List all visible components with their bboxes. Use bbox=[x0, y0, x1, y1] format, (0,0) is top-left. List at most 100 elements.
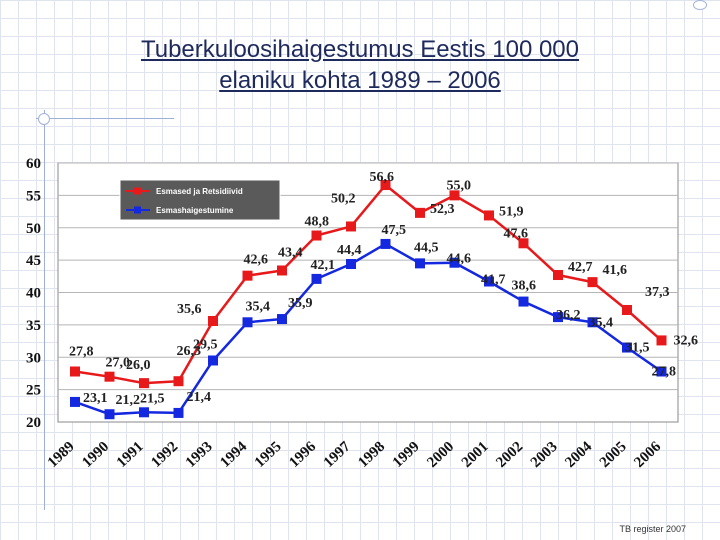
x-tick-label-1996: 1996 bbox=[286, 438, 319, 471]
data-label-red-1997: 50,2 bbox=[331, 191, 356, 206]
data-point-blue-1992 bbox=[173, 407, 184, 418]
data-point-red-1995 bbox=[277, 265, 287, 276]
data-label-blue-1991: 21,5 bbox=[140, 391, 165, 406]
x-tick-label-2001: 2001 bbox=[459, 439, 492, 471]
data-point-blue-2003 bbox=[553, 312, 563, 323]
data-point-red-1996 bbox=[311, 230, 322, 241]
title-line-1: Tuberkuloosihaigestumus Eestis 100 000 bbox=[140, 36, 580, 63]
data-label-red-1996: 48,8 bbox=[305, 215, 330, 230]
data-point-red-2004 bbox=[587, 277, 598, 288]
data-point-blue-2000 bbox=[449, 257, 460, 268]
data-point-blue-1997 bbox=[346, 259, 356, 270]
data-point-red-1997 bbox=[346, 221, 356, 232]
title-line-2: elaniku kohta 1989 – 2006 bbox=[219, 67, 501, 94]
y-tick-label-50: 50 bbox=[26, 221, 41, 237]
data-point-blue-1993 bbox=[208, 355, 218, 366]
y-tick-label-35: 35 bbox=[26, 318, 41, 334]
data-label-blue-2001: 41,7 bbox=[481, 272, 506, 287]
data-label-red-2000: 55,0 bbox=[447, 178, 472, 193]
data-label-blue-2000: 44,6 bbox=[447, 252, 472, 267]
x-tick-label-1989: 1989 bbox=[45, 439, 78, 471]
x-tick-label-1995: 1995 bbox=[252, 439, 285, 471]
data-point-blue-2006 bbox=[656, 366, 667, 377]
x-tick-label-1991: 1991 bbox=[114, 439, 147, 471]
legend-marker-red bbox=[134, 187, 141, 195]
x-tick-label-1993: 1993 bbox=[183, 439, 216, 471]
data-label-red-2004: 41,6 bbox=[603, 263, 628, 278]
y-tick-label-60: 60 bbox=[26, 156, 41, 172]
data-label-blue-2006: 27,8 bbox=[652, 364, 677, 379]
data-point-red-2005 bbox=[622, 304, 632, 315]
decorative-circle-icon bbox=[38, 113, 50, 125]
decorative-vertical-line bbox=[44, 110, 45, 510]
data-point-blue-2005 bbox=[622, 342, 632, 353]
data-label-blue-1996: 42,1 bbox=[311, 258, 336, 273]
data-label-blue-2004: 35,4 bbox=[589, 315, 614, 330]
data-label-red-1999: 52,3 bbox=[430, 202, 455, 217]
data-point-red-1994 bbox=[242, 270, 253, 281]
x-tick-label-2002: 2002 bbox=[493, 439, 526, 471]
data-point-red-1998 bbox=[380, 180, 391, 191]
series-line-blue bbox=[74, 242, 663, 416]
y-tick-label-25: 25 bbox=[26, 383, 41, 399]
data-label-red-1998: 56,6 bbox=[370, 170, 395, 185]
data-label-blue-1994: 35,4 bbox=[246, 299, 271, 314]
data-label-red-1993: 35,6 bbox=[177, 302, 202, 317]
data-label-red-2001: 51,9 bbox=[499, 204, 524, 219]
slide-title: Tuberkuloosihaigestumus Eestis 100 000 e… bbox=[40, 34, 680, 96]
data-point-blue-1989 bbox=[70, 396, 80, 407]
data-point-red-1991 bbox=[139, 378, 149, 389]
data-label-blue-2003: 36,2 bbox=[556, 308, 581, 323]
data-point-red-1999 bbox=[415, 207, 425, 218]
decorative-circle-icon-right bbox=[693, 0, 707, 10]
data-label-blue-1993: 29,5 bbox=[193, 337, 218, 352]
data-point-blue-1995 bbox=[277, 314, 287, 325]
data-point-blue-1990 bbox=[104, 409, 115, 420]
x-tick-label-2003: 2003 bbox=[528, 439, 561, 471]
x-tick-label-2006: 2006 bbox=[631, 438, 664, 471]
y-tick-label-20: 20 bbox=[26, 415, 41, 431]
data-point-blue-1998 bbox=[380, 238, 391, 249]
data-label-blue-1997: 44,4 bbox=[337, 243, 362, 258]
legend-label-blue: Esmashaigestumine bbox=[156, 206, 234, 215]
data-label-blue-1995: 35,9 bbox=[288, 296, 313, 311]
data-point-blue-1991 bbox=[139, 407, 149, 418]
data-point-blue-2002 bbox=[518, 296, 529, 307]
legend-marker-blue bbox=[134, 206, 141, 214]
data-point-red-2000 bbox=[449, 190, 460, 201]
source-footer: TB register 2007 bbox=[619, 524, 686, 534]
data-label-blue-1990: 21,2 bbox=[116, 393, 141, 408]
data-point-red-1993 bbox=[208, 315, 218, 326]
data-label-blue-2005: 31,5 bbox=[625, 341, 650, 356]
data-point-red-2006 bbox=[656, 335, 667, 346]
data-label-red-1990: 27,0 bbox=[106, 356, 131, 371]
legend-box bbox=[119, 179, 281, 221]
data-label-blue-2002: 38,6 bbox=[512, 279, 537, 294]
y-tick-label-30: 30 bbox=[26, 350, 41, 366]
data-label-red-1989: 27,8 bbox=[69, 344, 94, 359]
data-label-red-1995: 43,4 bbox=[278, 245, 303, 260]
data-point-red-1992 bbox=[173, 376, 184, 387]
data-point-red-2001 bbox=[484, 210, 494, 221]
data-point-red-1989 bbox=[70, 366, 80, 377]
data-label-red-2003: 42,7 bbox=[568, 260, 593, 275]
data-label-blue-1989: 23,1 bbox=[83, 391, 108, 406]
y-tick-label-45: 45 bbox=[26, 253, 41, 269]
x-tick-label-2005: 2005 bbox=[597, 439, 630, 471]
data-label-blue-1999: 44,5 bbox=[414, 240, 439, 255]
data-label-red-1991: 26,0 bbox=[126, 358, 151, 373]
data-label-blue-1992: 21,4 bbox=[187, 390, 212, 405]
data-point-blue-1994 bbox=[242, 317, 253, 328]
data-label-red-1992: 26,3 bbox=[177, 344, 202, 359]
y-tick-label-40: 40 bbox=[26, 286, 41, 302]
x-tick-label-1998: 1998 bbox=[355, 439, 388, 471]
x-tick-label-2000: 2000 bbox=[424, 439, 457, 471]
data-label-red-2006: 32,6 bbox=[674, 333, 699, 348]
decorative-horizontal-line bbox=[36, 118, 174, 119]
x-tick-label-1994: 1994 bbox=[217, 438, 250, 471]
legend-label-red: Esmased ja Retsidiivid bbox=[156, 187, 243, 196]
data-label-red-2002: 47,6 bbox=[504, 226, 529, 241]
data-point-red-1990 bbox=[104, 371, 115, 382]
x-tick-label-1990: 1990 bbox=[79, 439, 112, 471]
